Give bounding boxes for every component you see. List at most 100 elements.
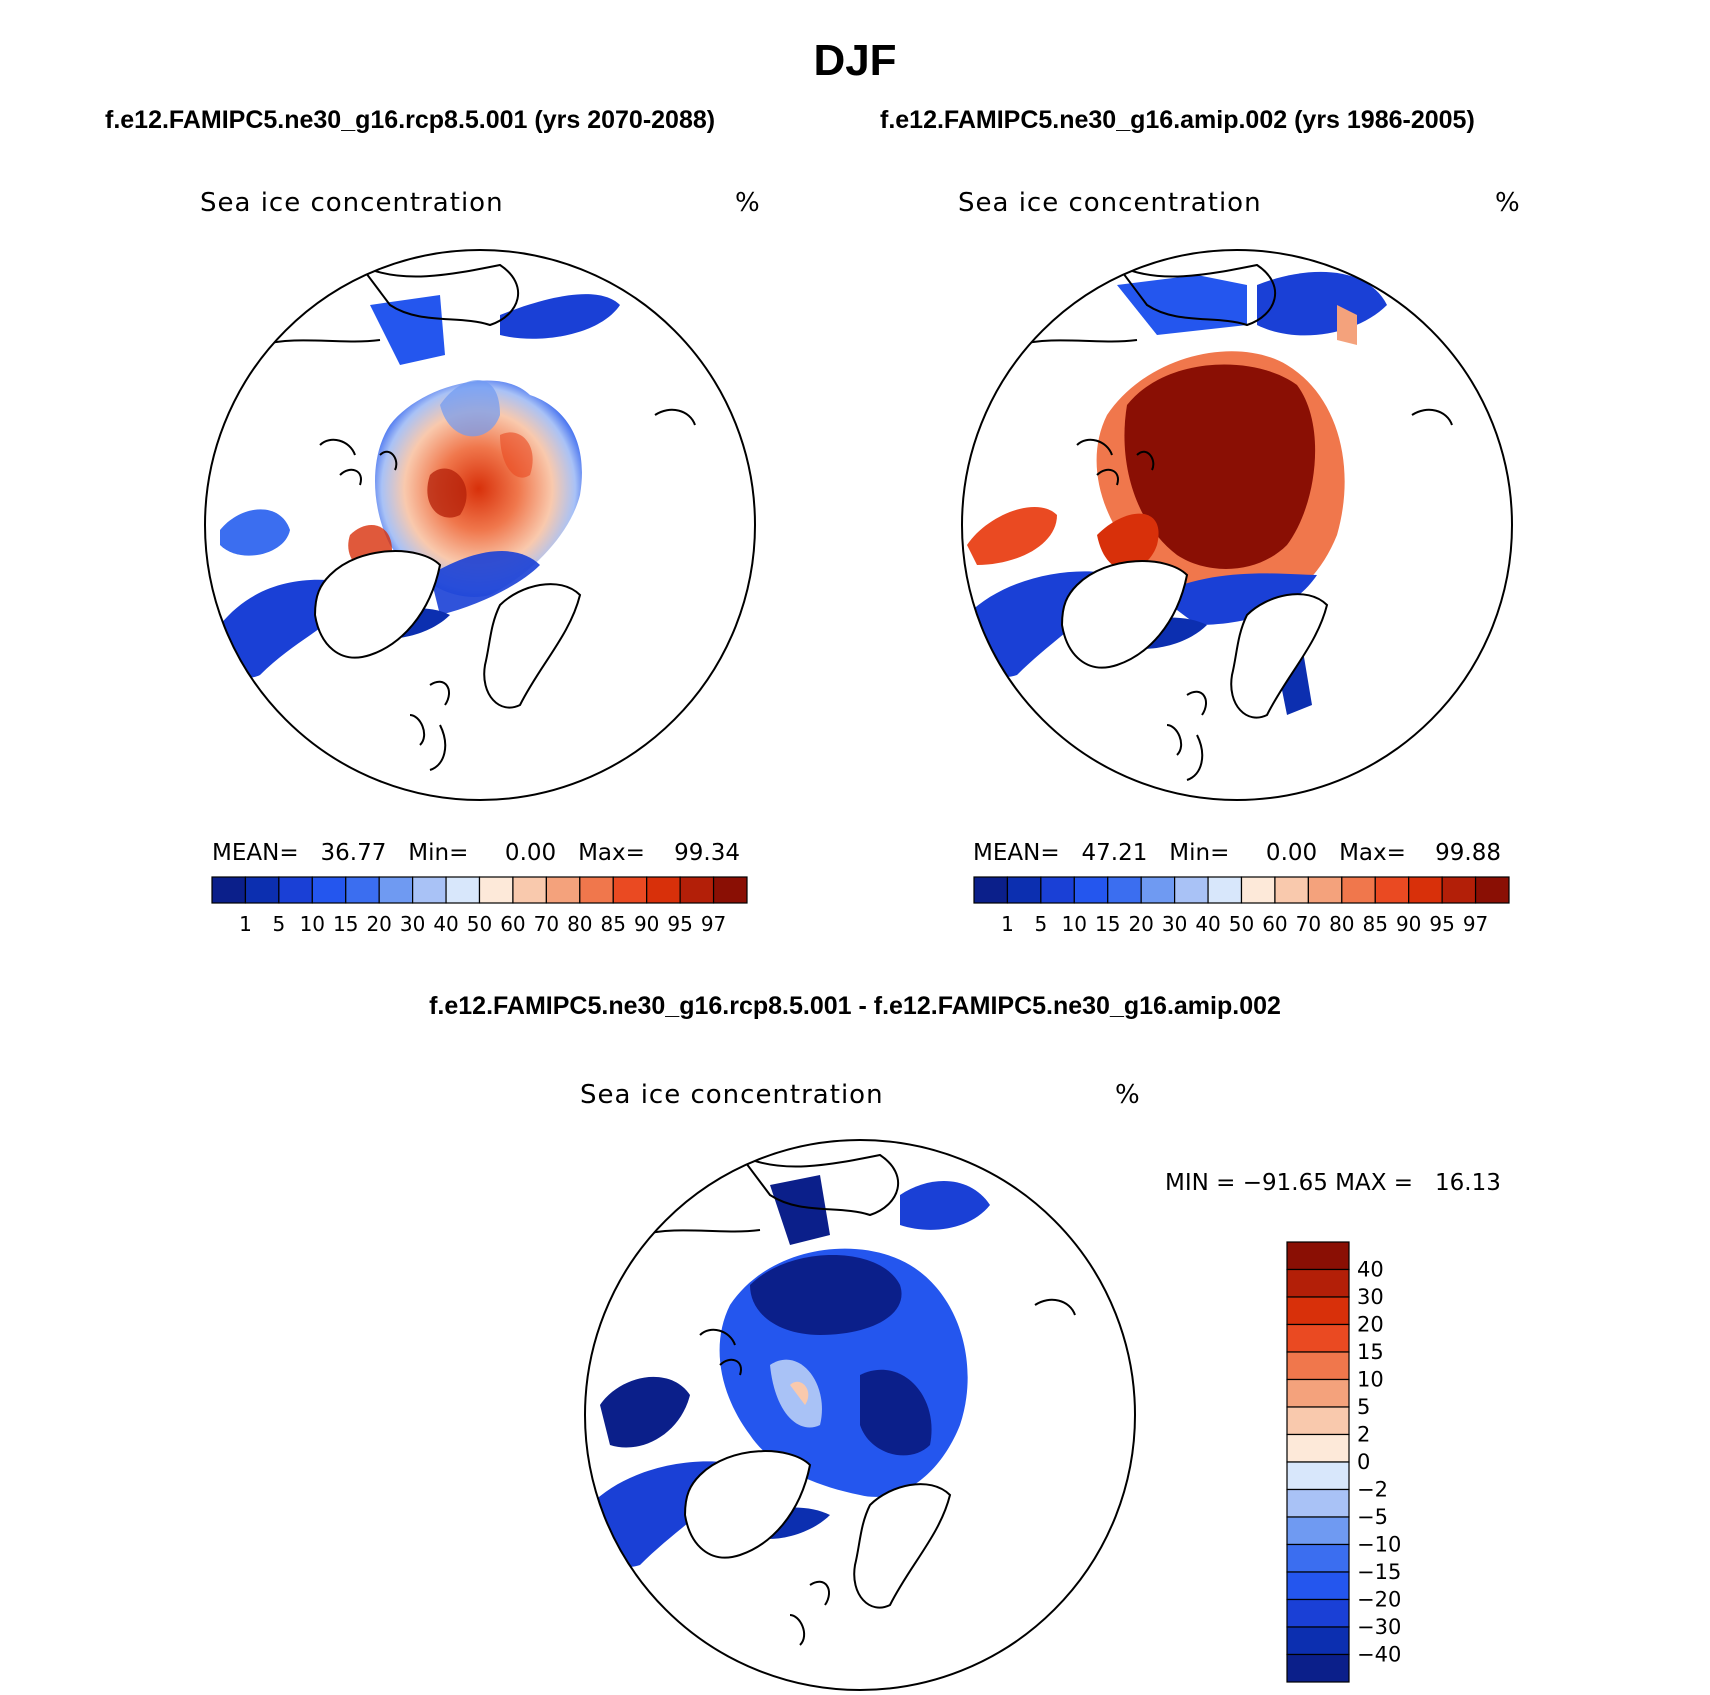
colorbar-swatch — [478, 876, 514, 904]
colorbar-tick-label: 97 — [701, 912, 726, 936]
case2-polar-map — [961, 249, 1513, 801]
diff-colorbar-tick-label: 5 — [1357, 1395, 1370, 1419]
greenland-outline — [683, 1450, 812, 1559]
colorbar-swatch — [1107, 876, 1142, 904]
colorbar-swatch — [973, 876, 1009, 904]
diff-colorbar-swatch — [1286, 1653, 1350, 1683]
colorbar-swatch — [512, 876, 547, 904]
colorbar-tick-label: 10 — [1062, 912, 1087, 936]
colorbar-swatch — [1474, 876, 1510, 904]
colorbar-swatch — [244, 876, 280, 904]
colorbar-swatch — [1207, 876, 1243, 904]
diff-colorbar-swatch — [1286, 1241, 1350, 1271]
colorbar-tick-label: 70 — [1296, 912, 1321, 936]
diff-colorbar-tick-label: 0 — [1357, 1450, 1370, 1474]
colorbar-tick-label: 40 — [433, 912, 458, 936]
colorbar-tick-label: 40 — [1195, 912, 1220, 936]
arctic-ice-region — [1124, 364, 1316, 569]
colorbar-tick-label: 20 — [366, 912, 391, 936]
diff-title: f.e12.FAMIPC5.ne30_g16.rcp8.5.001 - f.e1… — [429, 992, 1281, 1020]
arctic-ice-region — [375, 380, 582, 597]
scandinavia-outline — [483, 583, 582, 709]
diff-colorbar-tick-label: 2 — [1357, 1423, 1370, 1447]
diff-colorbar-swatch — [1286, 1598, 1350, 1628]
hudson-bay-ice — [967, 506, 1057, 565]
scandinavia-outline — [1230, 593, 1329, 719]
diff-colorbar-swatch — [1286, 1406, 1350, 1436]
diff-colorbar-tick-label: −15 — [1357, 1560, 1401, 1584]
colorbar-tick-label: 30 — [1162, 912, 1187, 936]
colorbar-tick-label: 1 — [239, 912, 252, 936]
colorbar-tick-label: 90 — [1396, 912, 1421, 936]
diff-units: % — [1115, 1080, 1140, 1110]
colorbar-tick-label: 97 — [1463, 912, 1488, 936]
colorbar-swatch — [211, 876, 247, 904]
diff-colorbar-swatch — [1286, 1461, 1350, 1491]
diff-ice-loss-region — [750, 1255, 902, 1335]
colorbar-tick-label: 15 — [333, 912, 358, 936]
case2-plot-title: Sea ice concentration — [958, 188, 1262, 218]
colorbar-swatch — [1441, 876, 1477, 904]
season-title: DJF — [813, 36, 897, 85]
colorbar-swatch — [1408, 876, 1443, 904]
colorbar-swatch — [712, 876, 748, 904]
colorbar-swatch — [1040, 876, 1075, 904]
case2-stats: MEAN= 47.21 Min= 0.00 Max= 99.88 — [973, 840, 1501, 866]
hudson-bay-ice — [220, 509, 290, 556]
colorbar-swatch — [378, 876, 414, 904]
diff-colorbar-swatch — [1286, 1268, 1350, 1298]
case2-units: % — [1495, 188, 1520, 218]
colorbar-swatch — [679, 876, 715, 904]
colorbar-swatch — [1140, 876, 1176, 904]
diff-colorbar-tick-label: −10 — [1357, 1533, 1401, 1557]
diff-colorbar-swatch — [1286, 1351, 1350, 1381]
colorbar-tick-label: 5 — [1035, 912, 1048, 936]
colorbar-swatch — [1341, 876, 1376, 904]
diff-colorbar-tick-label: −2 — [1357, 1478, 1388, 1502]
diff-colorbar-swatch — [1286, 1543, 1350, 1573]
scandinavia-outline — [853, 1483, 952, 1609]
colorbar-swatch — [345, 876, 380, 904]
colorbar-swatch — [1274, 876, 1309, 904]
colorbar-swatch — [412, 876, 447, 904]
colorbar-swatch — [278, 876, 313, 904]
colorbar-tick-label: 95 — [667, 912, 692, 936]
diff-colorbar-swatch — [1286, 1296, 1350, 1326]
colorbar-tick-label: 50 — [1229, 912, 1254, 936]
colorbar-swatch — [646, 876, 681, 904]
colorbar-tick-label: 10 — [300, 912, 325, 936]
case1-title: f.e12.FAMIPC5.ne30_g16.rcp8.5.001 (yrs 2… — [105, 106, 716, 134]
diff-colorbar-tick-label: −40 — [1357, 1643, 1401, 1667]
colorbar-swatch — [311, 876, 347, 904]
diff-colorbar-swatch — [1286, 1488, 1350, 1518]
diff-polar-map — [584, 1139, 1136, 1691]
colorbar-swatch — [1374, 876, 1410, 904]
diff-colorbar-swatch — [1286, 1571, 1350, 1601]
colorbar-swatch — [1174, 876, 1209, 904]
colorbar-swatch — [1073, 876, 1109, 904]
diff-colorbar-tick-label: 40 — [1357, 1258, 1384, 1282]
colorbar-swatch — [612, 876, 648, 904]
colorbar-swatch — [545, 876, 581, 904]
case1-colorbar: 1 5 10 15 20 30 40 50 60 70 80 85 90 95 97 — [211, 876, 748, 936]
case1-units: % — [735, 188, 760, 218]
greenland-outline — [1060, 560, 1189, 669]
colorbar-tick-label: 50 — [467, 912, 492, 936]
colorbar-tick-label: 15 — [1095, 912, 1120, 936]
diff-colorbar-swatch — [1286, 1323, 1350, 1353]
colorbar-tick-label: 60 — [500, 912, 525, 936]
map2-boundary — [961, 249, 1513, 801]
hudson-bay-loss — [600, 1376, 690, 1448]
diff-colorbar-tick-label: −5 — [1357, 1505, 1388, 1529]
colorbar-swatch — [1307, 876, 1343, 904]
colorbar-swatch — [445, 876, 481, 904]
diff-colorbar-tick-label: 10 — [1357, 1368, 1384, 1392]
colorbar-tick-label: 60 — [1262, 912, 1287, 936]
colorbar-tick-label: 1 — [1001, 912, 1014, 936]
colorbar-tick-label: 70 — [534, 912, 559, 936]
diff-plot-title: Sea ice concentration — [580, 1080, 884, 1110]
case1-stats: MEAN= 36.77 Min= 0.00 Max= 99.34 — [212, 840, 740, 866]
greenland-outline — [313, 550, 442, 659]
diff-colorbar-tick-label: 15 — [1357, 1340, 1384, 1364]
